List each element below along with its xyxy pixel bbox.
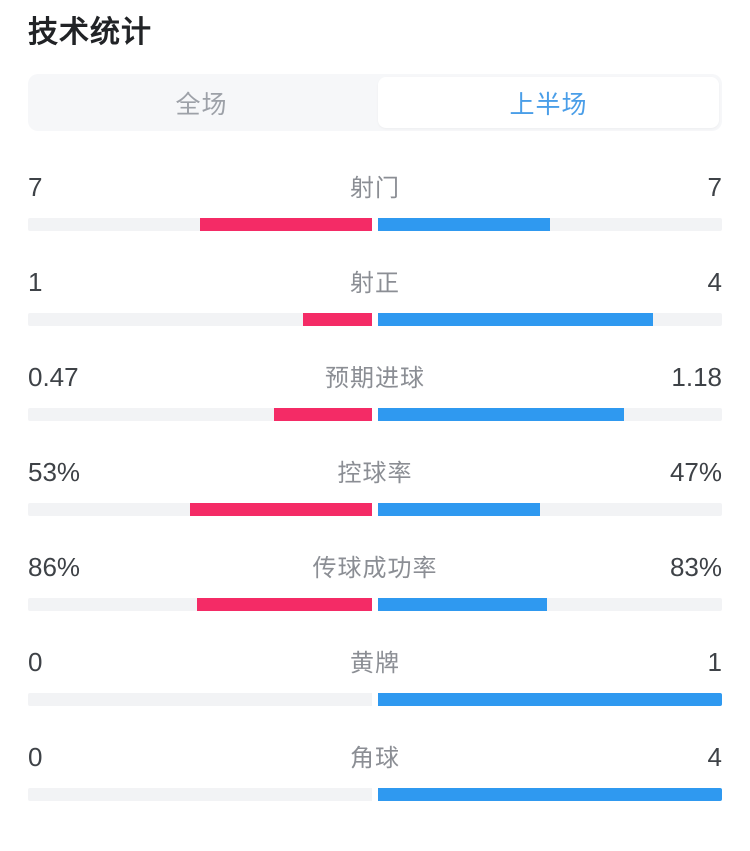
stat-bar-track — [28, 408, 722, 421]
stat-home-value: 7 — [28, 172, 43, 202]
stat-text-row: 0.47 预期进球 1.18 — [28, 362, 722, 392]
stat-bar-home — [274, 408, 372, 421]
period-tab-bar: 全场 上半场 — [28, 74, 722, 131]
stat-bar-track-left — [28, 788, 372, 801]
stat-text-row: 1 射正 4 — [28, 267, 722, 297]
stat-bar-track — [28, 693, 722, 706]
stat-home-value: 1 — [28, 267, 43, 297]
stat-bar-away — [378, 313, 654, 326]
stat-text-row: 0 黄牌 1 — [28, 647, 722, 677]
stat-row: 0 角球 4 — [28, 726, 722, 821]
stat-bar-track-right — [378, 598, 722, 611]
stat-home-value: 0 — [28, 647, 43, 677]
stat-bar-track-left — [28, 218, 372, 231]
stat-bar-away — [378, 503, 540, 516]
stat-bar-track-left — [28, 693, 372, 706]
stat-text-row: 53% 控球率 47% — [28, 457, 722, 487]
stat-bar-away — [378, 408, 624, 421]
stat-text-row: 86% 传球成功率 83% — [28, 552, 722, 582]
stat-bar-home — [303, 313, 372, 326]
stats-list: 7 射门 7 1 射正 4 0.47 预期进球 — [28, 156, 722, 821]
stat-bar-track — [28, 218, 722, 231]
stat-away-value: 4 — [707, 742, 722, 772]
stat-bar-home — [200, 218, 372, 231]
stat-text-row: 7 射门 7 — [28, 172, 722, 202]
tech-stats-panel: 技术统计 全场 上半场 7 射门 7 1 射正 4 — [28, 16, 722, 821]
stat-bar-home — [189, 503, 372, 516]
stat-home-value: 0.47 — [28, 362, 79, 392]
tab-full-match[interactable]: 全场 — [175, 90, 228, 119]
tab-first-half[interactable]: 上半场 — [378, 77, 719, 128]
stat-bar-track-left — [28, 408, 372, 421]
stat-away-value: 7 — [707, 172, 722, 202]
stat-bar-away — [378, 693, 722, 706]
stat-bar-track-right — [378, 313, 722, 326]
stat-away-value: 1.18 — [671, 362, 722, 392]
stat-row: 1 射正 4 — [28, 251, 722, 346]
stat-label: 传球成功率 — [312, 555, 438, 582]
stat-row: 0.47 预期进球 1.18 — [28, 346, 722, 441]
stat-bar-track-left — [28, 313, 372, 326]
stat-label: 角球 — [350, 745, 400, 772]
stat-bar-away — [378, 218, 550, 231]
stat-home-value: 53% — [28, 457, 81, 487]
stat-bar-track-right — [378, 693, 722, 706]
stat-bar-track-right — [378, 503, 722, 516]
stat-away-value: 47% — [669, 457, 722, 487]
stat-bar-track-right — [378, 408, 722, 421]
stat-label: 射门 — [350, 175, 400, 202]
stat-bar-home — [196, 598, 372, 611]
stat-row: 0 黄牌 1 — [28, 631, 722, 726]
stat-away-value: 4 — [707, 267, 722, 297]
stat-row: 86% 传球成功率 83% — [28, 536, 722, 631]
stat-label: 黄牌 — [350, 650, 400, 677]
stat-label: 预期进球 — [325, 365, 425, 392]
stat-away-value: 1 — [707, 647, 722, 677]
stat-bar-away — [378, 598, 547, 611]
stat-row: 53% 控球率 47% — [28, 441, 722, 536]
stat-away-value: 83% — [669, 552, 722, 582]
page-title: 技术统计 — [28, 16, 152, 49]
stat-bar-track-left — [28, 503, 372, 516]
stat-bar-track — [28, 598, 722, 611]
stat-label: 射正 — [350, 270, 400, 297]
stat-label: 控球率 — [337, 460, 413, 487]
stat-bar-track — [28, 788, 722, 801]
stat-bar-track-left — [28, 598, 372, 611]
stat-bar-track-right — [378, 218, 722, 231]
stat-bar-track-right — [378, 788, 722, 801]
stat-text-row: 0 角球 4 — [28, 742, 722, 772]
stat-bar-track — [28, 313, 722, 326]
stat-bar-track — [28, 503, 722, 516]
stat-home-value: 0 — [28, 742, 43, 772]
stat-row: 7 射门 7 — [28, 156, 722, 251]
stat-bar-away — [378, 788, 722, 801]
stat-home-value: 86% — [28, 552, 81, 582]
